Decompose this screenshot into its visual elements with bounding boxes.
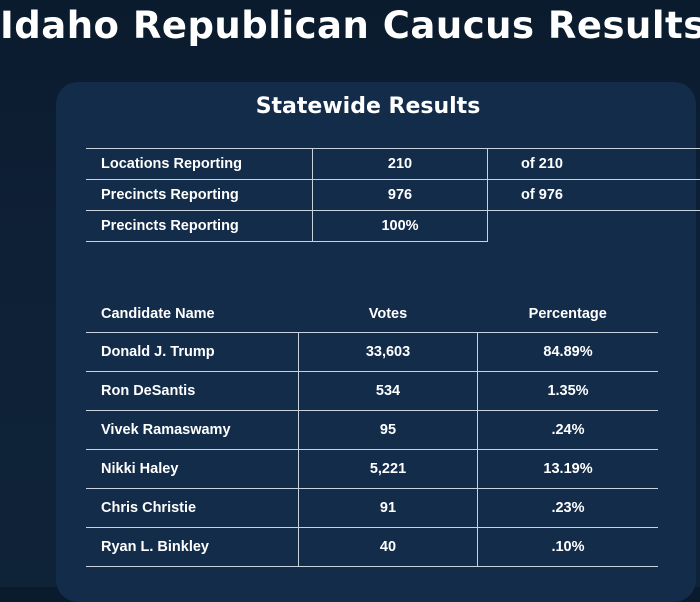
candidate-percentage: .10% — [477, 527, 658, 567]
candidate-votes: 534 — [298, 371, 478, 411]
candidate-percentage: 13.19% — [477, 449, 658, 489]
candidate-name: Donald J. Trump — [86, 332, 299, 372]
column-header-percentage: Percentage — [528, 306, 607, 322]
candidate-name: Ryan L. Binkley — [86, 527, 299, 567]
candidate-percentage: 1.35% — [477, 371, 658, 411]
table-header-row: Candidate Name Votes Percentage — [86, 296, 658, 333]
candidate-percentage: .24% — [477, 410, 658, 450]
column-header-votes: Votes — [368, 306, 408, 322]
reporting-table: Locations Reporting 210 of 210 Precincts… — [86, 148, 700, 242]
card-title: Statewide Results — [255, 94, 481, 119]
reporting-value: 100% — [312, 210, 489, 242]
candidate-name: Chris Christie — [86, 488, 299, 528]
column-header-name: Candidate Name — [101, 306, 215, 322]
reporting-value: 976 — [312, 179, 489, 211]
candidate-name: Nikki Haley — [86, 449, 299, 489]
reporting-total: of 210 — [487, 148, 700, 180]
table-row: Chris Christie 91 .23% — [86, 488, 658, 528]
table-row: Precincts Reporting 976 of 976 — [86, 179, 700, 211]
table-row: Vivek Ramaswamy 95 .24% — [86, 410, 658, 450]
candidates-table: Candidate Name Votes Percentage Donald J… — [86, 296, 658, 567]
reporting-label: Precincts Reporting — [86, 179, 313, 211]
reporting-label: Precincts Reporting — [86, 210, 313, 242]
candidate-name: Vivek Ramaswamy — [86, 410, 299, 450]
reporting-label: Locations Reporting — [86, 148, 313, 180]
candidate-votes: 5,221 — [298, 449, 478, 489]
table-row: Locations Reporting 210 of 210 — [86, 148, 700, 180]
candidate-votes: 95 — [298, 410, 478, 450]
candidate-name: Ron DeSantis — [86, 371, 299, 411]
candidate-votes: 33,603 — [298, 332, 478, 372]
table-row: Ron DeSantis 534 1.35% — [86, 371, 658, 411]
candidate-percentage: 84.89% — [477, 332, 658, 372]
reporting-value: 210 — [312, 148, 489, 180]
reporting-total: of 976 — [487, 179, 700, 211]
table-row: Precincts Reporting 100% — [86, 210, 700, 242]
table-row: Ryan L. Binkley 40 .10% — [86, 527, 658, 567]
page-title: Idaho Republican Caucus Results — [0, 4, 700, 47]
table-row: Nikki Haley 5,221 13.19% — [86, 449, 658, 489]
table-row: Donald J. Trump 33,603 84.89% — [86, 332, 658, 372]
candidate-votes: 91 — [298, 488, 478, 528]
candidate-percentage: .23% — [477, 488, 658, 528]
candidate-votes: 40 — [298, 527, 478, 567]
reporting-total — [487, 210, 700, 242]
